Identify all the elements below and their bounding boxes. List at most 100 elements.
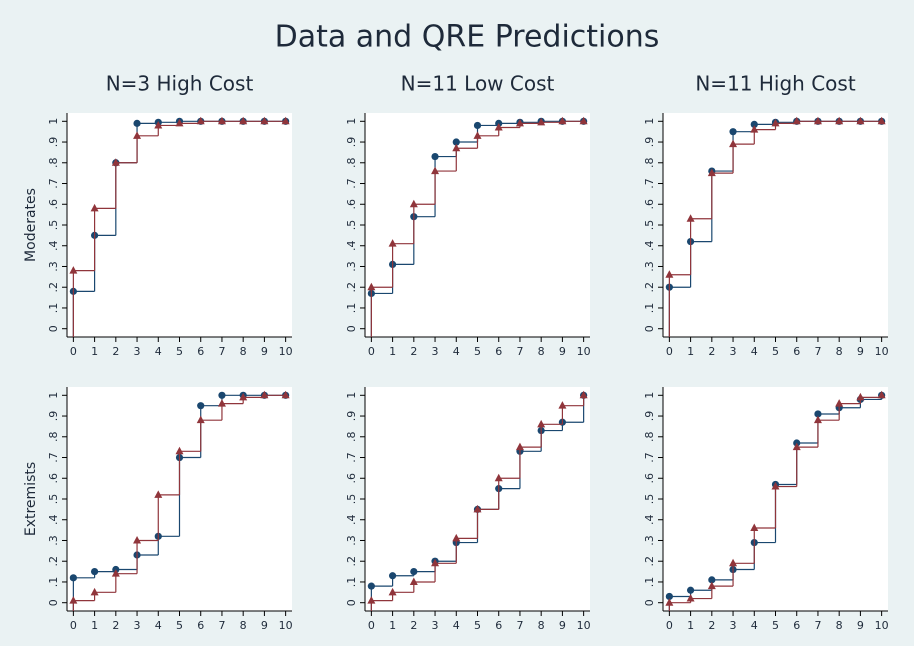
marker-circle xyxy=(133,119,141,127)
y-tick-label: 1 xyxy=(47,392,60,399)
x-tick-label: 4 xyxy=(453,345,460,358)
marker-triangle xyxy=(473,504,482,513)
marker-circle xyxy=(814,410,822,418)
x-tick-label: 9 xyxy=(261,619,268,632)
marker-triangle xyxy=(494,473,503,482)
y-tick-label: .4 xyxy=(345,240,358,251)
marker-triangle xyxy=(835,399,844,407)
marker-triangle xyxy=(877,390,886,399)
marker-circle xyxy=(388,572,397,580)
y-tick-label: .7 xyxy=(47,452,60,463)
plot-area xyxy=(365,387,590,611)
marker-triangle xyxy=(707,168,716,177)
marker-triangle xyxy=(260,116,269,125)
marker-circle xyxy=(90,567,99,576)
x-tick-label: 2 xyxy=(708,345,715,358)
marker-triangle xyxy=(835,116,844,125)
marker-circle xyxy=(665,592,673,601)
x-tick-label: 8 xyxy=(538,345,545,358)
marker-circle xyxy=(197,402,205,410)
x-tick-label: 5 xyxy=(176,345,183,358)
marker-triangle xyxy=(452,143,461,152)
y-tick-label: .4 xyxy=(643,240,656,251)
y-tick-label: .3 xyxy=(47,261,60,272)
marker-triangle xyxy=(558,116,567,125)
x-tick-label: 8 xyxy=(240,619,247,632)
y-tick-label: .9 xyxy=(643,411,656,422)
marker-triangle xyxy=(473,131,482,139)
y-tick-label: 0 xyxy=(47,325,60,332)
marker-triangle xyxy=(579,116,588,125)
marker-triangle xyxy=(111,158,120,166)
x-tick-label: 1 xyxy=(687,345,694,358)
x-tick-label: 6 xyxy=(495,345,502,358)
y-tick-label: 0 xyxy=(345,599,358,606)
y-tick-label: .6 xyxy=(345,473,358,484)
x-tick-label: 8 xyxy=(836,619,843,632)
x-tick-label: 9 xyxy=(559,345,566,358)
x-tick-label: 7 xyxy=(516,345,523,358)
y-tick-label: .4 xyxy=(47,240,60,251)
y-tick-label: .3 xyxy=(345,261,358,272)
y-tick-label: .1 xyxy=(643,303,656,314)
marker-circle xyxy=(367,582,375,590)
x-tick-label: 10 xyxy=(279,345,293,358)
y-tick-label: .9 xyxy=(47,137,60,148)
plot-area xyxy=(67,113,292,337)
x-tick-label: 7 xyxy=(814,619,821,632)
x-tick-label: 3 xyxy=(730,619,737,632)
x-tick-label: 10 xyxy=(577,619,591,632)
marker-triangle xyxy=(409,199,418,208)
y-tick-label: .7 xyxy=(643,178,656,189)
marker-circle xyxy=(686,586,695,594)
x-tick-label: 1 xyxy=(389,619,396,632)
y-tick-label: .5 xyxy=(643,220,656,231)
figure-title: Data and QRE Predictions xyxy=(275,20,660,55)
x-tick-label: 8 xyxy=(538,619,545,632)
marker-circle xyxy=(218,391,226,399)
y-tick-label: .5 xyxy=(47,494,60,505)
y-tick-label: .8 xyxy=(47,432,60,443)
marker-triangle xyxy=(856,392,865,401)
y-tick-label: .7 xyxy=(47,178,60,189)
x-tick-label: 5 xyxy=(474,345,481,358)
marker-triangle xyxy=(431,166,440,175)
marker-triangle xyxy=(281,390,290,399)
marker-triangle xyxy=(537,117,546,126)
x-tick-label: 3 xyxy=(432,345,439,358)
marker-circle xyxy=(69,574,77,582)
x-tick-label: 7 xyxy=(218,345,225,358)
marker-triangle xyxy=(494,123,503,131)
y-tick-label: 0 xyxy=(643,325,656,332)
y-tick-label: .3 xyxy=(643,261,656,272)
marker-triangle xyxy=(367,596,376,604)
y-tick-label: .1 xyxy=(47,577,60,588)
marker-triangle xyxy=(175,118,184,127)
marker-triangle xyxy=(90,203,99,212)
y-tick-label: .8 xyxy=(643,158,656,169)
marker-triangle xyxy=(217,116,226,125)
marker-triangle xyxy=(452,533,461,542)
marker-circle xyxy=(729,128,737,136)
marker-triangle xyxy=(686,214,695,222)
x-tick-label: 2 xyxy=(708,619,715,632)
y-tick-label: .3 xyxy=(345,535,358,546)
x-tick-label: 5 xyxy=(772,619,779,632)
y-tick-label: .8 xyxy=(47,158,60,169)
y-axis-label: Moderates xyxy=(23,188,39,262)
y-tick-label: .8 xyxy=(345,158,358,169)
marker-triangle xyxy=(196,116,205,125)
x-tick-label: 1 xyxy=(687,619,694,632)
marker-triangle xyxy=(69,266,78,274)
y-tick-label: .5 xyxy=(643,494,656,505)
y-tick-label: .2 xyxy=(643,282,656,293)
x-tick-label: 4 xyxy=(751,345,758,358)
y-tick-label: 1 xyxy=(345,118,358,125)
marker-circle xyxy=(708,576,716,584)
x-tick-label: 2 xyxy=(112,345,119,358)
y-tick-label: 1 xyxy=(643,118,656,125)
marker-triangle xyxy=(750,523,759,532)
y-tick-label: .5 xyxy=(345,494,358,505)
marker-triangle xyxy=(367,282,376,291)
y-tick-label: .8 xyxy=(345,432,358,443)
